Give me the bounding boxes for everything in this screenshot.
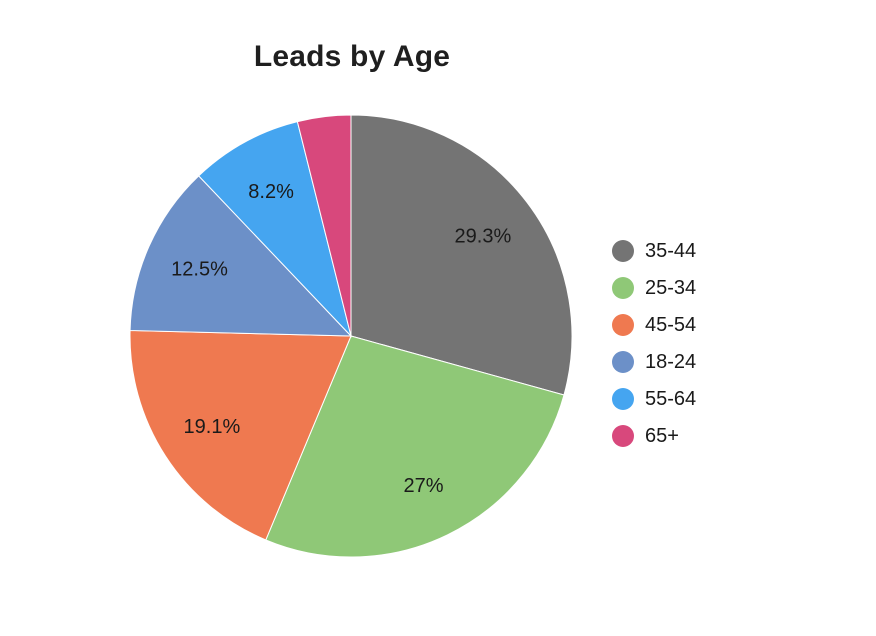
- legend-item-55-64[interactable]: 55-64: [612, 388, 696, 410]
- legend-label: 25-34: [645, 277, 697, 299]
- slice-percent-label-25-34: 27%: [403, 475, 443, 497]
- pie-slice-35-44[interactable]: [350, 114, 573, 396]
- legend: 35-44 25-34 45-54 18-24 55-64 65+: [612, 240, 696, 447]
- legend-item-45-54[interactable]: 45-54: [612, 314, 696, 336]
- slice-percent-label-18-24: 12.5%: [171, 259, 228, 281]
- pie-slice-55-64[interactable]: [198, 120, 352, 338]
- pie-slice-18-24[interactable]: [129, 175, 353, 337]
- legend-color-dot: [612, 425, 634, 447]
- pie-slice-25-34[interactable]: [265, 335, 565, 558]
- legend-item-18-24[interactable]: 18-24: [612, 351, 696, 373]
- pie-slice-45-54[interactable]: [129, 329, 352, 541]
- legend-color-dot: [612, 388, 634, 410]
- legend-item-65+[interactable]: 65+: [612, 425, 696, 447]
- legend-item-35-44[interactable]: 35-44: [612, 240, 696, 262]
- legend-color-dot: [612, 351, 634, 373]
- legend-label: 45-54: [645, 314, 697, 336]
- slice-percent-label-55-64: 8.2%: [248, 181, 294, 203]
- slice-percent-label-45-54: 19.1%: [184, 416, 241, 438]
- pie-slice-65+[interactable]: [296, 114, 352, 337]
- legend-item-25-34[interactable]: 25-34: [612, 277, 696, 299]
- legend-label: 65+: [645, 425, 679, 447]
- legend-label: 55-64: [645, 388, 697, 410]
- legend-color-dot: [612, 240, 634, 262]
- legend-color-dot: [612, 314, 634, 336]
- slice-percent-label-35-44: 29.3%: [455, 226, 512, 248]
- legend-label: 18-24: [645, 351, 697, 373]
- legend-label: 35-44: [645, 240, 697, 262]
- legend-color-dot: [612, 277, 634, 299]
- chart-title: Leads by Age: [253, 40, 451, 73]
